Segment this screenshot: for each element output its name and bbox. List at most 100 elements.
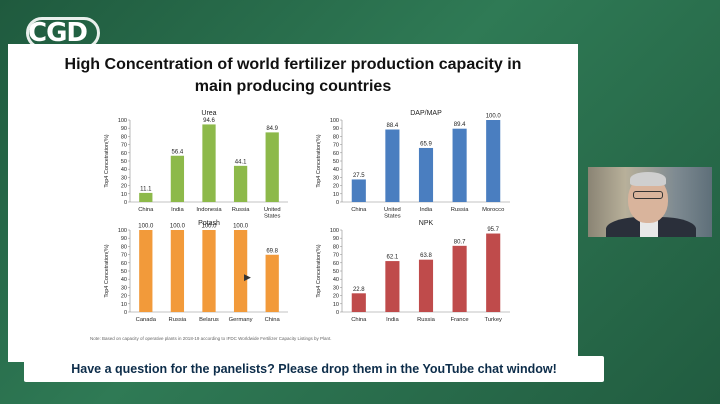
question-banner: Have a question for the panelists? Pleas… <box>24 356 604 382</box>
chart-title: NPK <box>419 220 434 227</box>
y-tick-label: 70 <box>333 143 339 149</box>
bar-china <box>139 192 153 202</box>
y-tick-label: 30 <box>333 285 339 291</box>
y-tick-label: 20 <box>121 184 127 190</box>
x-tick-label: Germany <box>229 317 253 323</box>
y-tick-label: 40 <box>333 167 339 173</box>
y-tick-label: 30 <box>121 285 127 291</box>
data-label: 80.7 <box>454 239 466 245</box>
bar-china <box>351 293 366 312</box>
data-label: 84.9 <box>266 126 278 132</box>
y-tick-label: 0 <box>124 200 127 206</box>
y-tick-label: 60 <box>333 151 339 157</box>
slide-title: High Concentration of world fertilizer p… <box>64 56 522 95</box>
x-tick-label: France <box>451 317 469 323</box>
npk-chart: NPK Top4 Concetration(%) 0 10 20 30 40 50 60 70 80… <box>316 220 510 323</box>
y-tick-label: 80 <box>121 244 127 250</box>
presentation-slide: High Concentration of world fertilizer p… <box>8 44 578 362</box>
bar-india <box>418 147 434 202</box>
y-axis-label: Top4 Concetration(%) <box>316 134 322 187</box>
y-axis-label: Top4 Concetration(%) <box>316 244 322 297</box>
y-tick-label: 80 <box>121 134 127 140</box>
y-tick-label: 50 <box>121 269 127 275</box>
data-label: 100.0 <box>170 224 186 230</box>
data-label: 95.7 <box>487 227 499 233</box>
y-tick-label: 90 <box>333 236 339 242</box>
y-tick-label: 20 <box>333 184 339 190</box>
urea-chart: Urea Top4 Concetration(%) 0 10 20 30 40 50 60 70 8… <box>104 110 288 220</box>
y-tick-label: 0 <box>336 310 339 316</box>
bar-russia <box>170 230 185 312</box>
x-tick-label: China <box>351 317 367 323</box>
y-tick-label: 80 <box>333 244 339 250</box>
bar-turkey <box>486 233 501 312</box>
x-tick-label: Canada <box>136 317 157 323</box>
data-label: 65.9 <box>420 141 432 147</box>
data-label: 11.1 <box>140 186 152 192</box>
bar-china <box>351 179 366 202</box>
data-label: 44.1 <box>235 159 247 165</box>
y-tick-label: 40 <box>121 277 127 283</box>
bar-india <box>385 261 400 312</box>
bar-indonesia <box>202 124 216 202</box>
y-tick-label: 90 <box>121 236 127 242</box>
x-tick-label: China <box>265 317 281 323</box>
x-tick-label: India <box>171 207 184 213</box>
chart-title: Potash <box>198 220 220 227</box>
data-label: 62.1 <box>387 255 399 261</box>
speaker-webcam <box>588 167 712 237</box>
data-label: 22.8 <box>353 287 365 293</box>
x-tick-label: Indonesia <box>196 207 222 213</box>
data-label: 94.6 <box>203 118 215 124</box>
y-tick-label: 30 <box>333 175 339 181</box>
cgd-logo: CGD <box>28 18 88 48</box>
slide-footnote: Note: Based on capacity of operative pla… <box>90 336 332 341</box>
x-tick-label: Morocco <box>482 207 504 213</box>
bar-russia <box>418 259 434 312</box>
data-label: 27.5 <box>353 173 365 179</box>
bar-china <box>265 254 279 312</box>
bar-united-states <box>265 132 279 202</box>
y-tick-label: 0 <box>336 200 339 206</box>
data-label: 63.8 <box>420 253 432 259</box>
data-label: 89.4 <box>454 122 466 128</box>
x-tick-label: Turkey <box>484 317 502 323</box>
y-tick-label: 50 <box>333 269 339 275</box>
x-tick-label: Russia <box>417 317 435 323</box>
x-tick-label: United <box>384 207 401 213</box>
y-axis-label: Top4 Concetration(%) <box>104 134 110 187</box>
dapmap-chart: DAP/MAP Top4 Concetration(%) 0 10 20 30 40 50 60… <box>316 110 510 220</box>
y-tick-label: 60 <box>121 261 127 267</box>
y-tick-label: 10 <box>121 302 127 308</box>
x-tick-label: India <box>420 207 433 213</box>
y-tick-label: 70 <box>333 253 339 259</box>
y-tick-label: 20 <box>333 294 339 300</box>
bar-morocco <box>486 120 501 202</box>
x-tick-label: Russia <box>169 317 187 323</box>
chart-title: DAP/MAP <box>410 110 442 117</box>
y-tick-label: 70 <box>121 253 127 259</box>
data-label: 100.0 <box>486 114 502 120</box>
y-axis-label: Top4 Concetration(%) <box>104 244 110 297</box>
data-label: 69.8 <box>266 248 278 254</box>
y-tick-label: 0 <box>124 310 127 316</box>
mouse-cursor-icon: ▶ <box>244 272 251 282</box>
y-tick-label: 10 <box>121 192 127 198</box>
bar-france <box>452 245 467 312</box>
y-tick-label: 10 <box>333 302 339 308</box>
y-tick-label: 20 <box>121 294 127 300</box>
y-tick-label: 90 <box>121 126 127 132</box>
chart-title: Urea <box>201 110 216 117</box>
y-tick-label: 60 <box>121 151 127 157</box>
bar-belarus <box>202 230 216 312</box>
data-label: 100.0 <box>138 224 154 230</box>
data-label: 100.0 <box>201 224 217 230</box>
x-tick-label: States <box>384 214 401 220</box>
bar-united-states <box>385 129 400 202</box>
data-label: 88.4 <box>387 123 399 129</box>
bar-russia <box>452 128 467 202</box>
x-tick-label: India <box>386 317 399 323</box>
y-tick-label: 100 <box>330 228 339 234</box>
x-tick-label: States <box>264 214 281 220</box>
y-tick-label: 30 <box>121 175 127 181</box>
